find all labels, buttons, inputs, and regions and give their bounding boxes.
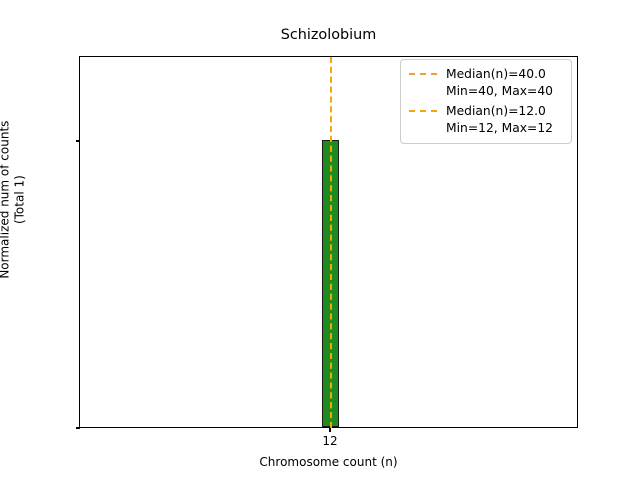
x-tick-mark [329, 428, 331, 432]
y-tick-mark [76, 140, 80, 142]
legend-dash-icon [408, 66, 438, 83]
dashed-line-sample [409, 73, 437, 75]
legend-label: Median(n)=12.0 Min=12, Max=12 [446, 103, 553, 135]
legend-label: Median(n)=40.0 Min=40, Max=40 [446, 67, 553, 98]
y-axis-label: Normalized num of counts (Total 1) [0, 120, 26, 279]
legend-entry-1: Median(n)=12.0 Min=12, Max=12 [408, 103, 564, 137]
legend-entry-0: Median(n)=40.0 Min=40, Max=40 [408, 66, 564, 100]
dashed-line-sample [409, 109, 437, 112]
median-line-2 [330, 57, 332, 428]
legend: Median(n)=40.0 Min=40, Max=40 Median(n)=… [400, 59, 572, 144]
x-axis-label: Chromosome count (n) [259, 455, 398, 469]
x-tick-label: 12 [322, 434, 338, 448]
chart-title: Schizolobium [280, 27, 377, 43]
y-tick-mark [76, 427, 80, 429]
legend-dash-icon [408, 103, 438, 120]
